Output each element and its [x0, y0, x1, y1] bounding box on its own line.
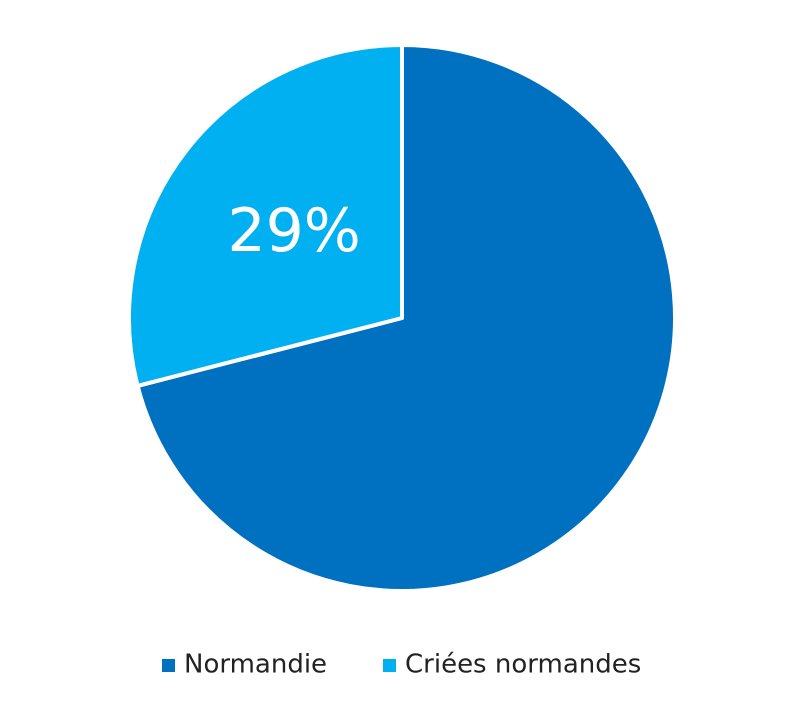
legend-label: Criées normandes — [405, 650, 641, 680]
legend-label: Normandie — [184, 650, 327, 680]
legend-swatch — [383, 659, 396, 672]
pie-slice — [127, 43, 404, 388]
pie-slice — [135, 43, 677, 593]
data-label: 29% — [227, 196, 360, 266]
legend-swatch — [162, 659, 175, 672]
